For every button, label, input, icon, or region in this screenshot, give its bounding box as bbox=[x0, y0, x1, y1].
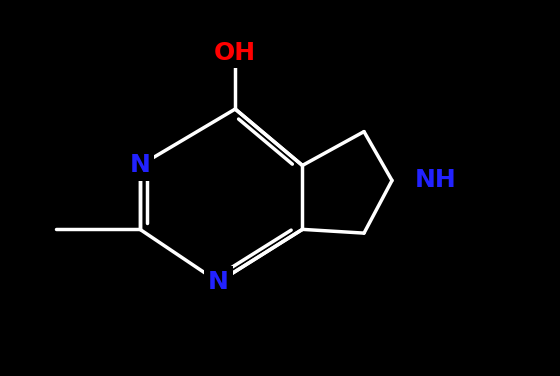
Text: OH: OH bbox=[214, 41, 256, 65]
Text: N: N bbox=[208, 270, 229, 294]
Text: NH: NH bbox=[414, 168, 456, 193]
Text: N: N bbox=[129, 153, 151, 177]
